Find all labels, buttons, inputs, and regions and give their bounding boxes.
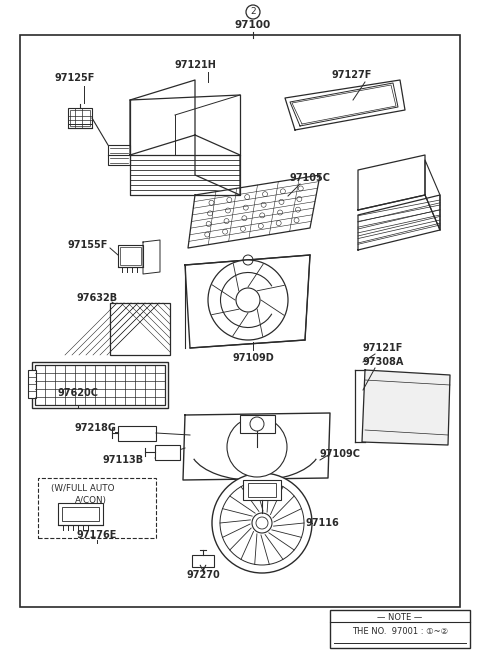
Bar (118, 245, 143, 267)
Polygon shape (358, 155, 425, 210)
Bar (243, 480, 281, 500)
Bar (155, 445, 180, 460)
Text: 97270: 97270 (186, 570, 220, 580)
Text: 97121F: 97121F (363, 343, 403, 353)
Text: (W/FULL AUTO: (W/FULL AUTO (51, 483, 115, 493)
Polygon shape (358, 195, 440, 250)
Text: 97109D: 97109D (232, 353, 274, 363)
Bar (62, 507, 99, 521)
Bar (108, 145, 130, 165)
Bar (68, 124, 92, 128)
Circle shape (252, 513, 272, 533)
Bar (68, 108, 92, 128)
Text: A/CON): A/CON) (75, 495, 107, 504)
Circle shape (236, 288, 260, 312)
Bar (20, 35, 460, 607)
Bar (110, 303, 170, 355)
Text: 97113B: 97113B (102, 455, 144, 465)
Text: 97308A: 97308A (362, 357, 404, 367)
Polygon shape (425, 160, 440, 230)
Bar (240, 415, 275, 433)
Polygon shape (290, 83, 398, 126)
Polygon shape (362, 370, 450, 445)
Text: 97155F: 97155F (68, 240, 108, 250)
Text: 97100: 97100 (235, 20, 271, 30)
Text: 2: 2 (250, 7, 256, 16)
Bar (118, 426, 156, 441)
Text: THE NO.  97001 : ①~②: THE NO. 97001 : ①~② (352, 626, 448, 635)
Bar (248, 483, 276, 497)
Text: — NOTE —: — NOTE — (377, 612, 422, 622)
Text: 97109C: 97109C (320, 449, 360, 459)
Circle shape (220, 481, 304, 565)
Bar (35, 365, 165, 405)
Circle shape (208, 260, 288, 340)
Text: 97620C: 97620C (58, 388, 98, 398)
Bar (32, 362, 168, 408)
Text: 97105C: 97105C (289, 173, 331, 183)
Bar (192, 555, 214, 567)
Text: 97176E: 97176E (77, 530, 117, 540)
Polygon shape (285, 80, 405, 130)
Polygon shape (185, 255, 310, 348)
Polygon shape (188, 175, 320, 248)
Bar (28, 370, 36, 398)
Circle shape (212, 473, 312, 573)
Polygon shape (130, 80, 195, 155)
Bar (70, 110, 90, 126)
Text: 97116: 97116 (305, 518, 339, 528)
Bar (330, 610, 470, 648)
Circle shape (227, 417, 287, 477)
Bar (58, 503, 103, 525)
Polygon shape (195, 135, 240, 195)
Text: 97632B: 97632B (76, 293, 118, 303)
Polygon shape (130, 155, 240, 195)
Text: 97218G: 97218G (74, 423, 116, 433)
Text: 97121H: 97121H (174, 60, 216, 70)
Polygon shape (143, 240, 160, 274)
Text: 97125F: 97125F (55, 73, 95, 83)
Polygon shape (183, 413, 330, 480)
Bar (120, 247, 141, 265)
Bar (38, 478, 156, 538)
Text: 97127F: 97127F (332, 70, 372, 80)
